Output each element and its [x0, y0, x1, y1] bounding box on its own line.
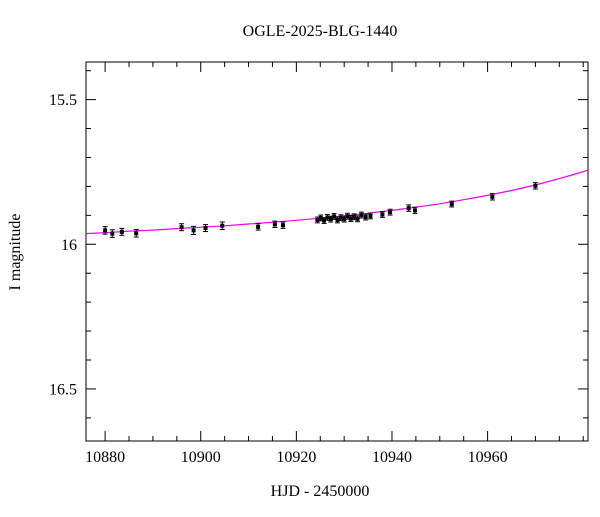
- data-point: [179, 223, 185, 232]
- data-point: [367, 212, 373, 220]
- data-point: [532, 182, 538, 190]
- x-axis-label: HJD - 2450000: [271, 483, 370, 500]
- data-point: [489, 193, 495, 201]
- x-tick-label: 10960: [468, 449, 508, 466]
- data-point: [255, 223, 261, 231]
- data-point: [406, 204, 412, 212]
- data-point: [133, 229, 139, 238]
- x-tick-label: 10900: [181, 449, 221, 466]
- y-tick-label: 15.5: [49, 92, 77, 109]
- data-point: [191, 225, 197, 235]
- data-point: [363, 213, 369, 221]
- data-point: [203, 224, 209, 233]
- y-axis-label: I magnitude: [7, 214, 24, 291]
- x-tick-label: 10880: [85, 449, 125, 466]
- chart-title: OGLE-2025-BLG-1440: [243, 23, 398, 40]
- data-point: [449, 200, 455, 208]
- data-point: [412, 206, 418, 215]
- data-point: [119, 227, 125, 236]
- data-point: [272, 220, 278, 228]
- model-curve: [85, 169, 589, 235]
- data-point: [355, 215, 361, 223]
- x-tick-label: 10920: [276, 449, 316, 466]
- y-tick-label: 16.5: [49, 381, 77, 398]
- data-point: [219, 221, 225, 231]
- axes-box: 10880 10900 10920 10940 10960 15.5 16 16.5: [49, 61, 589, 466]
- x-tick-label: 10940: [372, 449, 412, 466]
- data-point: [109, 229, 115, 238]
- data-point: [379, 211, 385, 218]
- model-curve-line: [85, 169, 589, 235]
- data-point: [358, 211, 364, 219]
- data-point: [102, 226, 108, 235]
- data-point: [387, 208, 393, 216]
- y-tick-label: 16: [61, 237, 77, 254]
- data-point: [280, 221, 286, 229]
- data-points: [102, 182, 538, 238]
